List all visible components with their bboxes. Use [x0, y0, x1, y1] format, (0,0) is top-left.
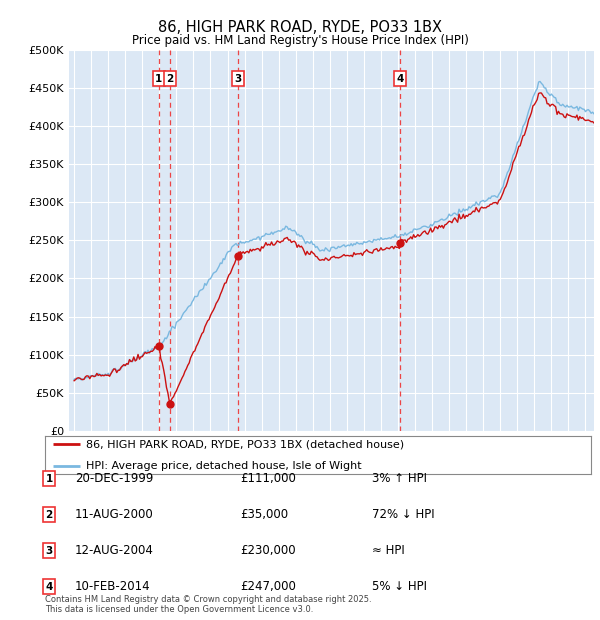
Text: 5% ↓ HPI: 5% ↓ HPI	[372, 580, 427, 593]
Text: 1: 1	[155, 74, 163, 84]
Text: 2: 2	[46, 510, 53, 520]
Text: 12-AUG-2004: 12-AUG-2004	[75, 544, 154, 557]
Text: 3: 3	[46, 546, 53, 556]
Text: This data is licensed under the Open Government Licence v3.0.: This data is licensed under the Open Gov…	[45, 604, 313, 614]
Text: 1: 1	[46, 474, 53, 484]
Text: £111,000: £111,000	[240, 472, 296, 485]
Text: 4: 4	[46, 582, 53, 591]
Text: £35,000: £35,000	[240, 508, 288, 521]
Text: Contains HM Land Registry data © Crown copyright and database right 2025.: Contains HM Land Registry data © Crown c…	[45, 595, 371, 604]
Text: ≈ HPI: ≈ HPI	[372, 544, 405, 557]
Text: Price paid vs. HM Land Registry's House Price Index (HPI): Price paid vs. HM Land Registry's House …	[131, 34, 469, 47]
Text: 3% ↑ HPI: 3% ↑ HPI	[372, 472, 427, 485]
Text: 4: 4	[397, 74, 404, 84]
Text: 11-AUG-2000: 11-AUG-2000	[75, 508, 154, 521]
Text: 20-DEC-1999: 20-DEC-1999	[75, 472, 154, 485]
Text: £230,000: £230,000	[240, 544, 296, 557]
Text: £247,000: £247,000	[240, 580, 296, 593]
Text: HPI: Average price, detached house, Isle of Wight: HPI: Average price, detached house, Isle…	[86, 461, 362, 471]
Text: 2: 2	[166, 74, 173, 84]
Text: 10-FEB-2014: 10-FEB-2014	[75, 580, 151, 593]
Text: 72% ↓ HPI: 72% ↓ HPI	[372, 508, 434, 521]
Text: 3: 3	[235, 74, 242, 84]
Text: 86, HIGH PARK ROAD, RYDE, PO33 1BX (detached house): 86, HIGH PARK ROAD, RYDE, PO33 1BX (deta…	[86, 440, 404, 450]
Text: 86, HIGH PARK ROAD, RYDE, PO33 1BX: 86, HIGH PARK ROAD, RYDE, PO33 1BX	[158, 20, 442, 35]
